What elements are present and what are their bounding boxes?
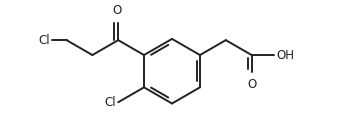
Text: Cl: Cl: [38, 34, 50, 47]
Text: O: O: [247, 78, 256, 91]
Text: O: O: [112, 4, 121, 17]
Text: Cl: Cl: [104, 96, 116, 109]
Text: OH: OH: [276, 49, 294, 62]
